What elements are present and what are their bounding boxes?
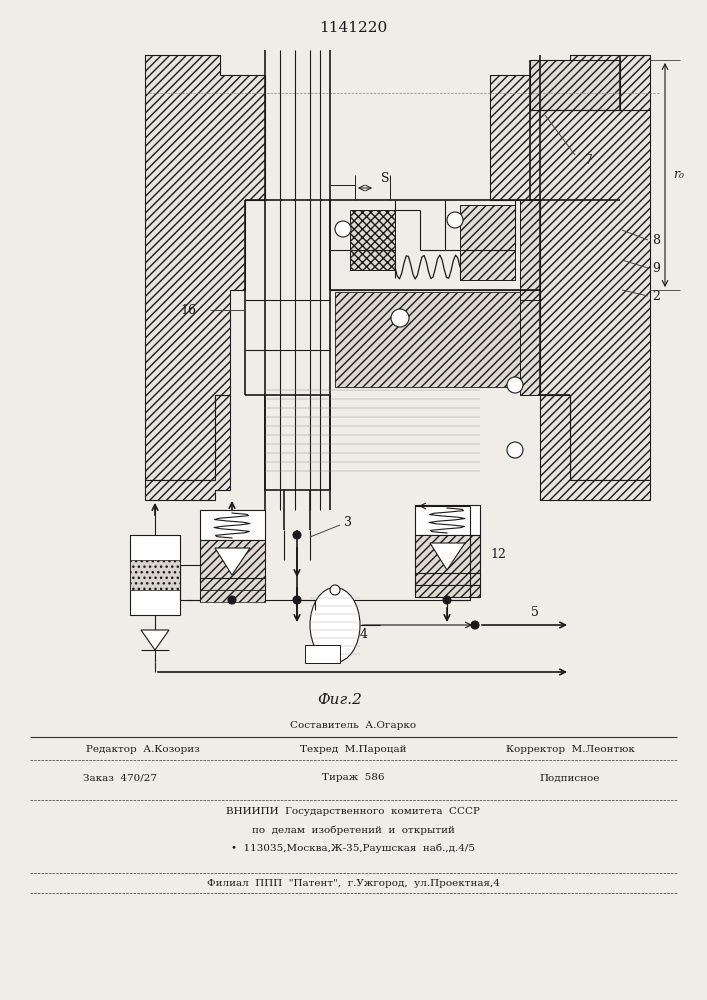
- Bar: [415, 535, 480, 575]
- Text: 16: 16: [180, 304, 196, 316]
- Bar: [335, 292, 535, 387]
- Bar: [415, 505, 480, 535]
- Text: 2: 2: [652, 290, 660, 302]
- Text: 4: 4: [360, 629, 368, 642]
- Text: Техред  М.Пароцай: Техред М.Пароцай: [300, 744, 407, 754]
- Ellipse shape: [310, 587, 360, 662]
- Text: r₀: r₀: [673, 168, 684, 182]
- Text: Редактор  А.Козориз: Редактор А.Козориз: [86, 744, 200, 754]
- Circle shape: [293, 531, 301, 539]
- Text: 8: 8: [652, 233, 660, 246]
- Text: по  делам  изобретений  и  открытий: по делам изобретений и открытий: [252, 825, 455, 835]
- Bar: [200, 510, 265, 540]
- Text: S: S: [381, 172, 390, 184]
- Text: ВНИИПИ  Государственного  комитета  СССР: ВНИИПИ Государственного комитета СССР: [226, 808, 480, 816]
- Text: Корректор  М.Леонтюк: Корректор М.Леонтюк: [506, 744, 634, 754]
- Bar: [305, 645, 340, 663]
- Text: 5: 5: [531, 605, 539, 618]
- Bar: [460, 205, 515, 280]
- Bar: [200, 590, 265, 602]
- Text: Подписное: Подписное: [540, 774, 600, 782]
- Circle shape: [447, 212, 463, 228]
- Bar: [415, 585, 480, 597]
- Text: Тираж  586: Тираж 586: [322, 774, 384, 782]
- Text: Фиг.2: Фиг.2: [317, 693, 363, 707]
- Bar: [415, 573, 480, 585]
- Text: Филиал  ППП  "Патент",  г.Ужгород,  ул.Проектная,4: Филиал ППП "Патент", г.Ужгород, ул.Проек…: [206, 879, 499, 888]
- Polygon shape: [215, 548, 250, 575]
- Bar: [200, 540, 265, 580]
- Circle shape: [507, 442, 523, 458]
- Bar: [200, 578, 265, 590]
- Text: 9: 9: [652, 261, 660, 274]
- Bar: [130, 560, 180, 590]
- Circle shape: [391, 309, 409, 327]
- Bar: [520, 300, 540, 395]
- Polygon shape: [145, 55, 265, 480]
- Text: Составитель  А.Огарко: Составитель А.Огарко: [290, 722, 416, 730]
- Circle shape: [330, 585, 340, 595]
- Text: 3: 3: [344, 516, 352, 528]
- Bar: [530, 60, 620, 110]
- Bar: [350, 210, 395, 270]
- Text: 1141220: 1141220: [319, 21, 387, 35]
- Circle shape: [228, 596, 236, 604]
- Polygon shape: [490, 55, 650, 480]
- Circle shape: [335, 221, 351, 237]
- Circle shape: [293, 596, 301, 604]
- Circle shape: [507, 377, 523, 393]
- Bar: [520, 200, 540, 300]
- Polygon shape: [430, 543, 465, 570]
- Bar: [130, 535, 180, 615]
- Text: •  113035,Москва,Ж-35,Раушская  наб.,д.4/5: • 113035,Москва,Ж-35,Раушская наб.,д.4/5: [231, 843, 475, 853]
- Polygon shape: [540, 395, 650, 500]
- Text: 12: 12: [490, 548, 506, 562]
- Text: Заказ  470/27: Заказ 470/27: [83, 774, 157, 782]
- Polygon shape: [145, 395, 230, 500]
- Circle shape: [471, 621, 479, 629]
- Text: 7: 7: [585, 153, 593, 166]
- Circle shape: [443, 596, 451, 604]
- Polygon shape: [141, 630, 169, 650]
